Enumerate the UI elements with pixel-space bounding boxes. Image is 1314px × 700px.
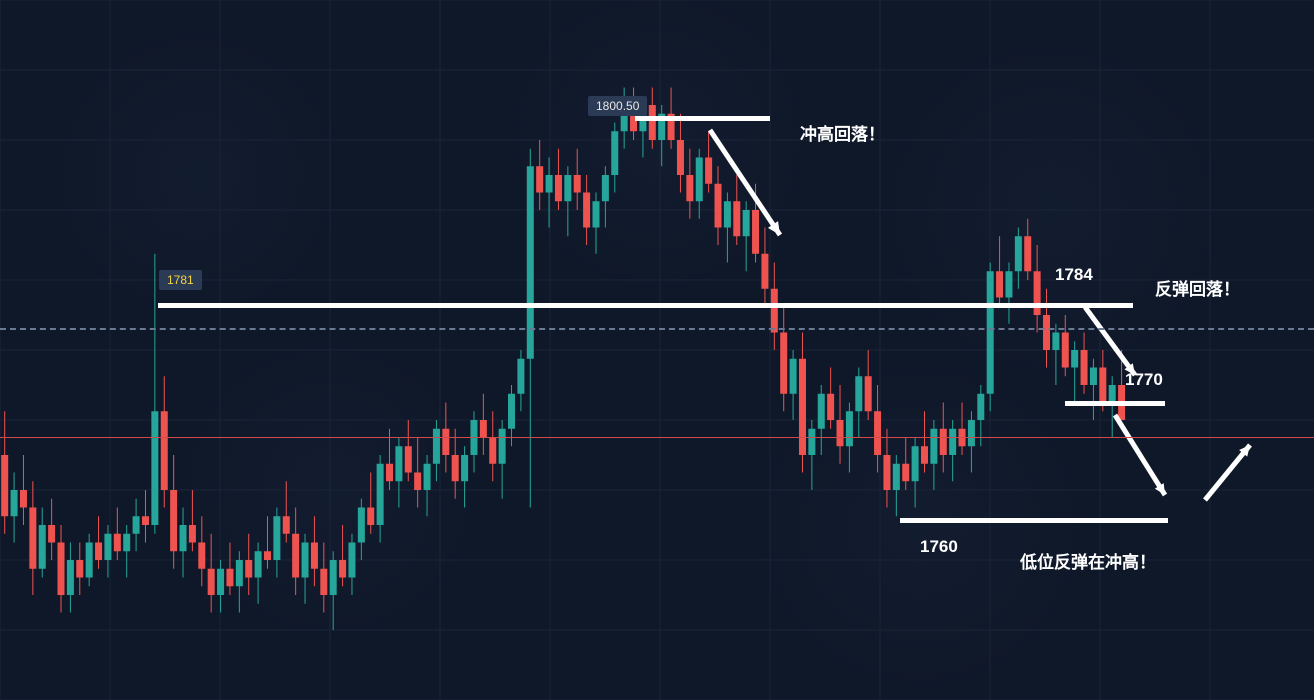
annotation-price-1770: 1770 (1125, 370, 1163, 390)
annotation-top: 冲高回落！ (800, 120, 885, 145)
price-label-spike: 1781 (159, 270, 202, 290)
annotation-line (900, 518, 1168, 523)
price-reference-line (0, 437, 1314, 438)
price-label-peak: 1800.50 (588, 96, 647, 116)
annotation-rebound-fall: 反弹回落！ (1155, 275, 1240, 300)
annotation-price-1784: 1784 (1055, 265, 1093, 285)
annotation-line (158, 303, 1133, 308)
dashed-reference-line (0, 328, 1314, 330)
annotation-low-rebound: 低位反弹在冲高！ (1020, 548, 1156, 573)
annotation-line (1065, 401, 1165, 406)
annotation-price-1760: 1760 (920, 537, 958, 557)
annotation-line (635, 116, 770, 121)
candlestick-chart (0, 0, 1314, 700)
